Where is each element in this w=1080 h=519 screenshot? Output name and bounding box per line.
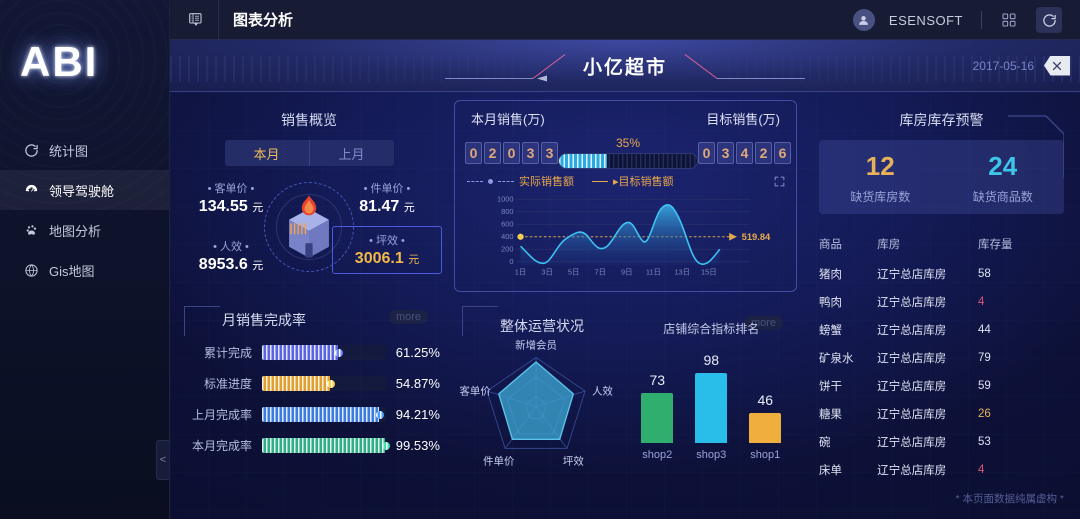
svg-text:11日: 11日 — [646, 267, 661, 276]
svg-text:9日: 9日 — [621, 267, 633, 276]
svg-text:15日: 15日 — [701, 267, 717, 276]
svg-text:人效: 人效 — [592, 385, 613, 398]
svg-text:7日: 7日 — [594, 267, 606, 276]
svg-text:800: 800 — [501, 207, 513, 216]
svg-text:200: 200 — [501, 245, 513, 254]
svg-text:3日: 3日 — [541, 267, 553, 276]
svg-text:0: 0 — [509, 257, 513, 266]
svg-text:新增会员: 新增会员 — [515, 338, 557, 351]
svg-text:1日: 1日 — [515, 267, 527, 276]
svg-text:坪效: 坪效 — [563, 455, 584, 468]
svg-text:1000: 1000 — [497, 195, 513, 204]
svg-text:400: 400 — [501, 232, 513, 241]
svg-text:件单价: 件单价 — [483, 456, 515, 468]
svg-text:客单价: 客单价 — [459, 385, 491, 398]
svg-text:5日: 5日 — [568, 267, 580, 276]
svg-text:13日: 13日 — [674, 267, 690, 276]
svg-text:600: 600 — [501, 220, 513, 229]
svg-text:519.84: 519.84 — [742, 232, 771, 242]
